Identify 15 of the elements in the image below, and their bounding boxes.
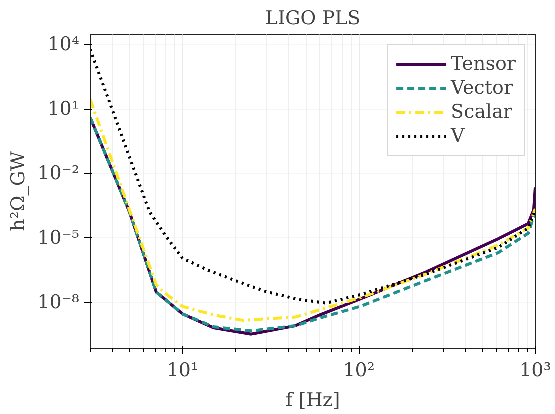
chart-title: LIGO PLS: [265, 8, 361, 30]
y-tick-label: 10⁴: [48, 34, 80, 56]
x-axis-title: f [Hz]: [286, 390, 340, 412]
legend-label: V: [451, 125, 466, 147]
x-tick-label: 10¹: [166, 360, 199, 382]
y-tick-label: 10⁻⁸: [38, 291, 80, 314]
legend-label: Vector: [451, 77, 514, 99]
legend-label: Tensor: [451, 53, 516, 75]
y-tick-label: 10⁻⁵: [38, 226, 80, 249]
y-axis-title: h²Ω_GW: [8, 151, 30, 232]
x-tick-label: 10²: [343, 360, 376, 382]
y-tick-label: 10¹: [48, 98, 80, 120]
legend-label: Scalar: [451, 101, 513, 123]
y-tick-label: 10⁻²: [38, 162, 80, 184]
x-tick-label: 10³: [520, 360, 552, 382]
